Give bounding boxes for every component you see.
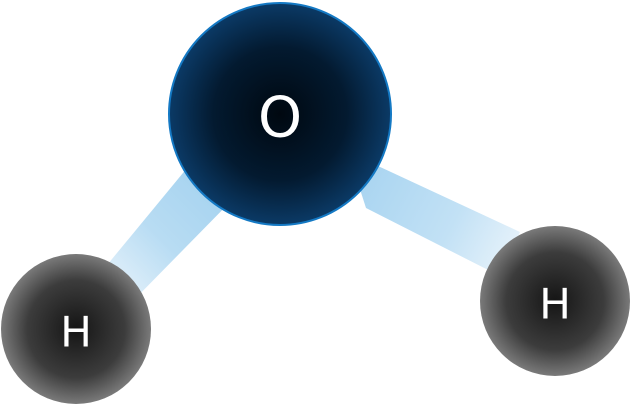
bond-oxygen-hydrogen-right	[348, 152, 520, 276]
hydrogen-left-label: H	[60, 308, 92, 357]
oxygen-atom: O	[168, 2, 392, 226]
hydrogen-atom-left: H	[1, 254, 151, 404]
hydrogen-atom-right: H	[480, 226, 630, 376]
bond-oxygen-hydrogen-left	[98, 162, 236, 306]
hydrogen-right-label: H	[539, 280, 571, 329]
oxygen-atom-label: O	[258, 86, 302, 151]
